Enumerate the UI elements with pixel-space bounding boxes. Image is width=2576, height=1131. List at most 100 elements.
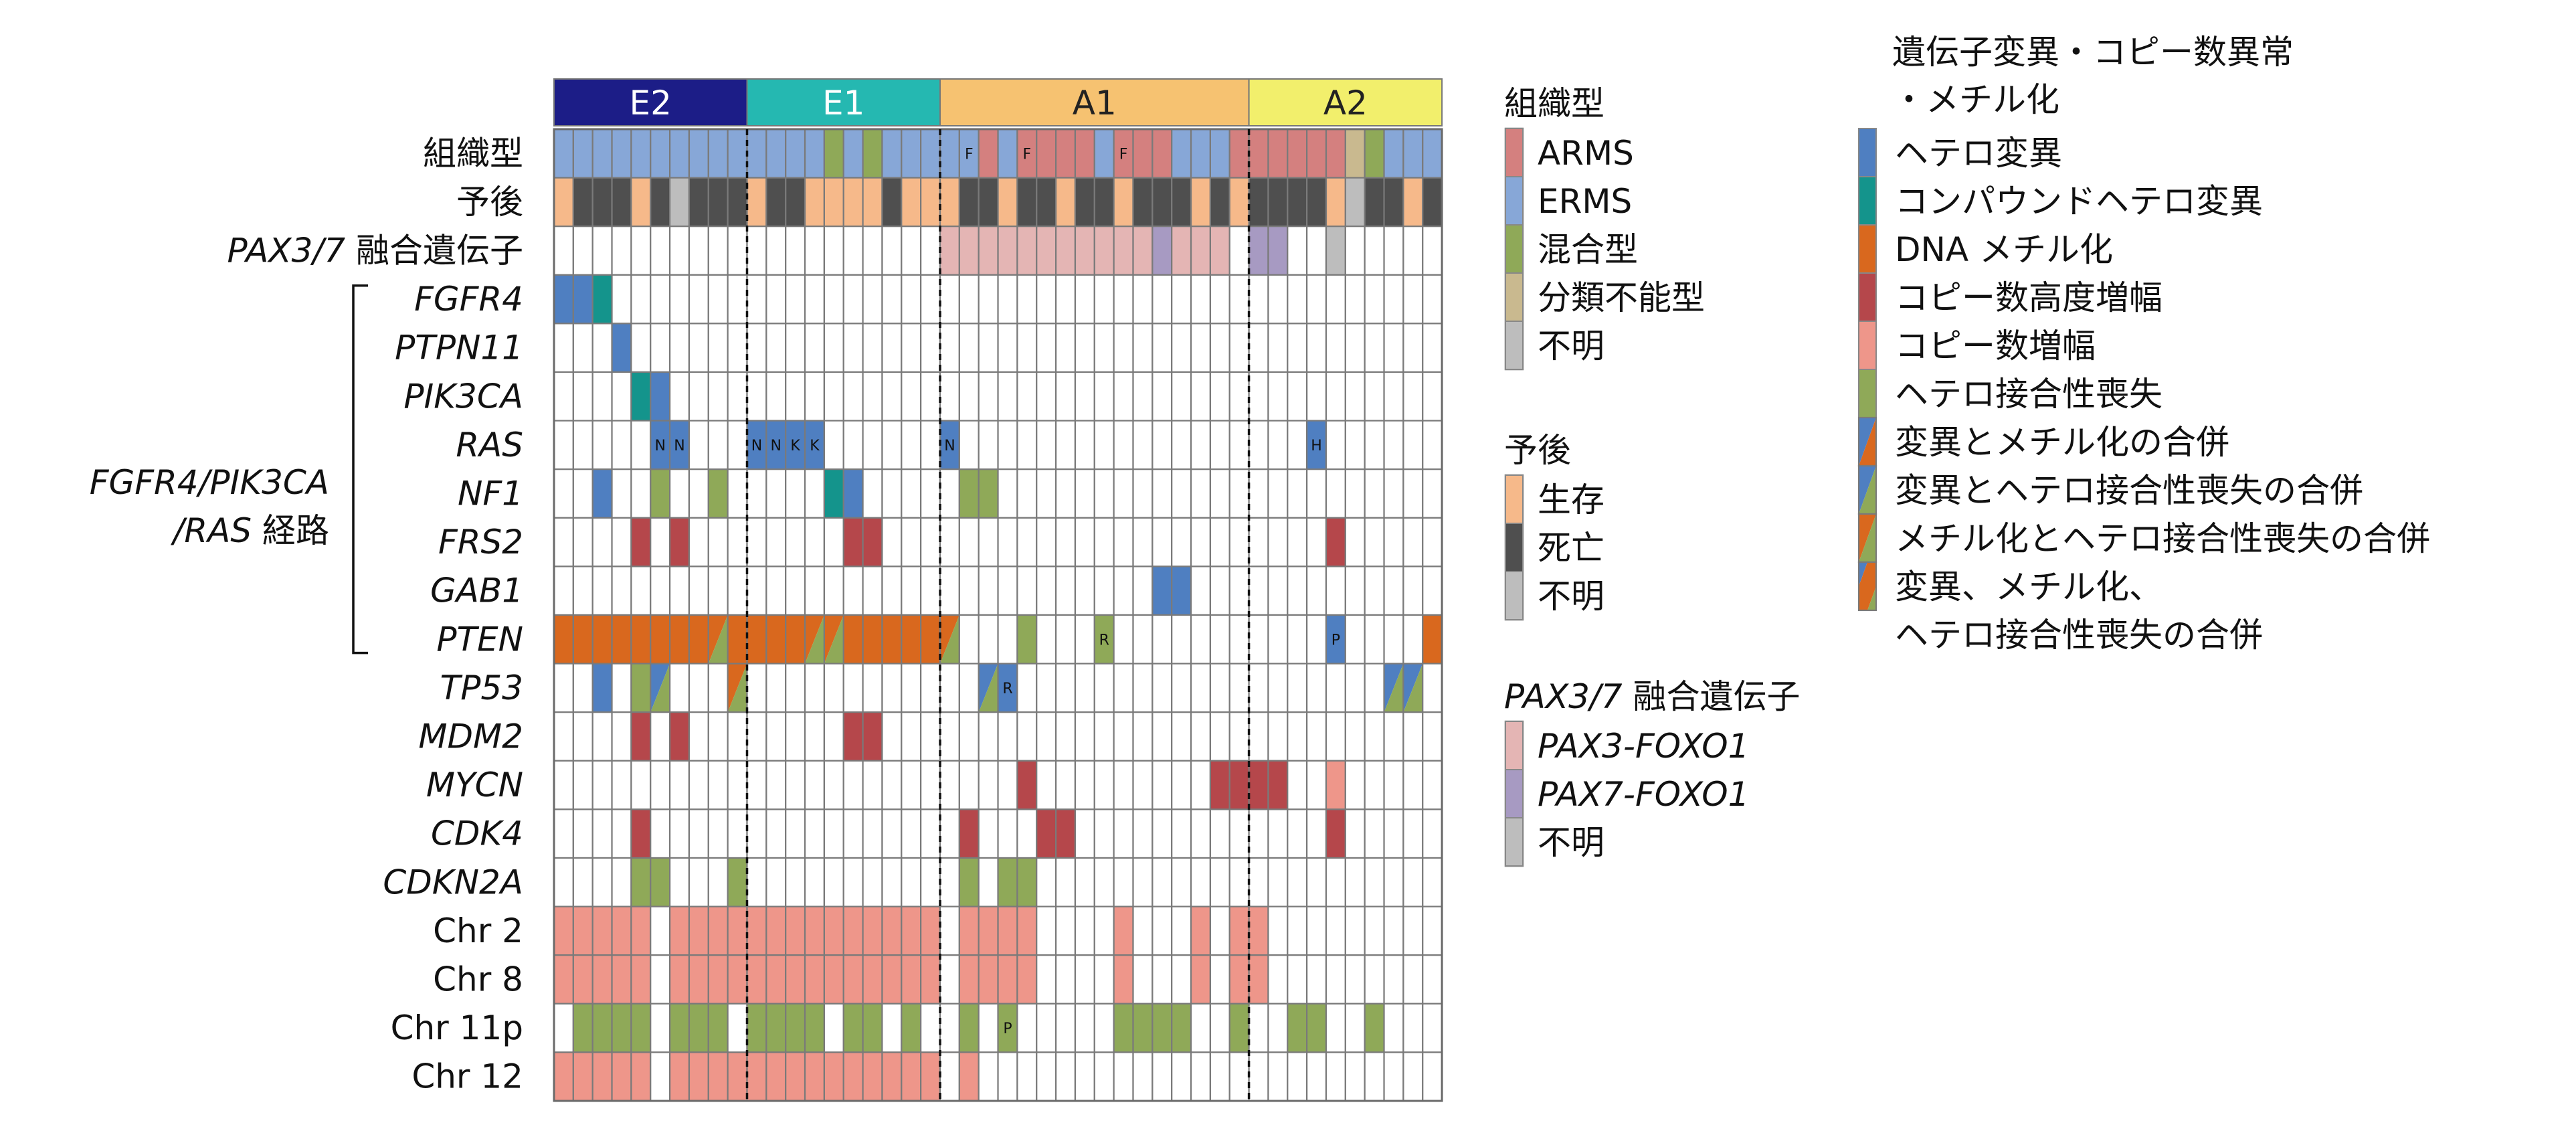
cell-r19-c8 [707, 1051, 729, 1102]
cell-r9-c37 [1267, 566, 1289, 616]
cell-r12-c10 [746, 711, 767, 762]
cell-r1-c39 [1306, 177, 1327, 228]
cell-r16-c21 [958, 905, 980, 956]
cell-r7-c5 [650, 468, 671, 519]
cell-r12-c6 [668, 711, 691, 762]
cell-r10-c3 [611, 614, 632, 665]
cell-r15-c11 [765, 857, 787, 907]
cell-r13-c10 [746, 760, 767, 810]
cell-r13-c25 [1036, 760, 1057, 810]
cell-r19-c41 [1344, 1051, 1366, 1102]
cell-r15-c9 [727, 857, 748, 907]
cell-r17-c27 [1074, 954, 1095, 1005]
cell-r15-c33 [1190, 857, 1212, 907]
pathway-label-line1: FGFR4/PIK3CA [90, 463, 329, 502]
cell-r19-c9 [727, 1051, 748, 1102]
row-label-2: PAX3/7 融合遺伝子 [227, 232, 524, 270]
cell-r6-c30 [1132, 420, 1154, 470]
cell-r5-c38 [1287, 371, 1308, 422]
cell-r6-c0 [553, 420, 574, 470]
legend-alteration-label-9: 変異、メチル化、 [1895, 568, 2163, 606]
cell-r4-c36 [1248, 323, 1269, 373]
cell-r16-c17 [881, 905, 903, 956]
cell-r2-c28 [1093, 226, 1115, 276]
group-label-A2: A2 [1323, 84, 1368, 122]
cell-r16-c26 [1054, 905, 1077, 956]
cell-r2-c26 [1054, 226, 1077, 276]
cell-r18-c18 [901, 1003, 922, 1053]
cell-r19-c24 [1016, 1051, 1038, 1102]
cell-r9-c45 [1422, 566, 1443, 616]
cell-r14-c34 [1209, 808, 1230, 859]
cell-r6-c22 [978, 420, 999, 470]
cell-r11-c32 [1171, 663, 1192, 713]
cell-r10-c39 [1306, 614, 1327, 665]
cell-r12-c43 [1383, 711, 1404, 762]
cell-r9-c17 [881, 566, 903, 616]
cell-r19-c6 [668, 1051, 691, 1102]
cell-r17-c16 [862, 954, 883, 1005]
cell-r7-c9 [727, 468, 748, 519]
cell-r6-c38 [1287, 420, 1308, 470]
cell-r1-c41 [1344, 177, 1366, 228]
cell-r16-c10 [746, 905, 767, 956]
group-header-E2 [553, 78, 748, 126]
cell-r17-c6 [668, 954, 691, 1005]
cell-r10-c11 [765, 614, 787, 665]
cell-r16-c25 [1036, 905, 1057, 956]
cell-r5-c7 [688, 371, 709, 422]
cell-r19-c13 [804, 1051, 826, 1102]
cell-r10-c16 [862, 614, 883, 665]
cell-r9-c15 [842, 566, 864, 616]
cell-r2-c21 [958, 226, 980, 276]
cell-r17-c9 [727, 954, 748, 1005]
cell-r6-c42 [1364, 420, 1385, 470]
cell-r18-c15 [842, 1003, 864, 1053]
cell-r0-c14 [823, 128, 844, 179]
legend-alteration-label-5: ヘテロ接合性喪失 [1895, 375, 2163, 414]
legend-fusion-label-1: PAX7-FOXO1 [1538, 775, 1749, 814]
cell-r0-c36 [1248, 128, 1269, 179]
cell-r11-c37 [1267, 663, 1289, 713]
cell-r17-c41 [1344, 954, 1366, 1005]
cell-r19-c5 [650, 1051, 671, 1102]
cell-r5-c2 [591, 371, 613, 422]
cell-r14-c17 [881, 808, 903, 859]
cell-r10-c15 [842, 614, 864, 665]
cell-r3-c14 [823, 274, 844, 325]
cell-r6-c17 [881, 420, 903, 470]
cell-r1-c26 [1054, 177, 1077, 228]
cell-r1-c13 [804, 177, 826, 228]
cell-r9-c32 [1171, 566, 1192, 616]
cell-r6-c40 [1325, 420, 1346, 470]
cell-r3-c27 [1074, 274, 1095, 325]
cell-r7-c23 [997, 468, 1018, 519]
cell-r17-c31 [1152, 954, 1173, 1005]
cell-r11-c15 [842, 663, 864, 713]
cell-r11-c34 [1209, 663, 1230, 713]
cell-r9-c29 [1113, 566, 1134, 616]
cell-r1-c21 [958, 177, 980, 228]
cell-r6-c43 [1383, 420, 1404, 470]
cell-r9-c23 [997, 566, 1018, 616]
cell-r3-c1 [572, 274, 593, 325]
cell-r6-c18 [901, 420, 922, 470]
cell-r4-c18 [901, 323, 922, 373]
cell-r13-c20 [939, 760, 960, 810]
cell-r9-c5 [650, 566, 671, 616]
cell-r11-c5 [650, 663, 671, 713]
cell-r16-c4 [630, 905, 652, 956]
cell-r10-c0 [553, 614, 574, 665]
cell-r19-c30 [1132, 1051, 1154, 1102]
row-label-19: Chr 12 [411, 1057, 523, 1096]
cell-r12-c32 [1171, 711, 1192, 762]
cell-r7-c21 [958, 468, 980, 519]
cell-r0-c18 [901, 128, 922, 179]
cell-r4-c13 [804, 323, 826, 373]
cell-r18-c45 [1422, 1003, 1443, 1053]
cell-r0-c33 [1190, 128, 1212, 179]
legend-histology-title: 組織型 [1504, 84, 1604, 123]
cell-r2-c29 [1113, 226, 1134, 276]
cell-r4-c19 [920, 323, 941, 373]
cell-r10-c34 [1209, 614, 1230, 665]
